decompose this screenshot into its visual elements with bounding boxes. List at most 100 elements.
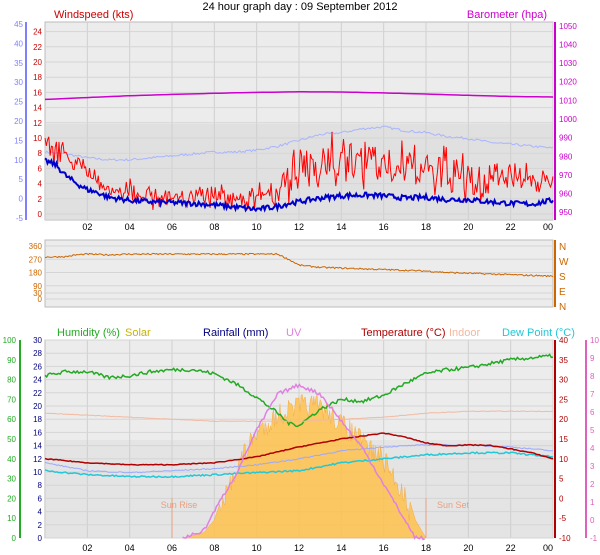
barometer-tick-label: 1040 [559,40,577,49]
legend-uv: UV [286,327,302,339]
x-tick-label: 02 [82,222,92,232]
humidity-tick-label: 90 [7,356,16,365]
x-tick-label: 12 [294,222,304,232]
temperature-tick-label: -5 [559,514,567,523]
rainfall-tick-label: 2 [38,521,43,530]
outer-left-tick-label: 5 [19,175,24,184]
uv-tick-label: 3 [590,462,595,471]
rainfall-tick-label: 24 [33,376,42,385]
uv-tick-label: 0 [590,516,595,525]
humidity-tick-label: 70 [7,395,16,404]
graph-title: 24 hour graph day : 09 September 2012 [202,1,397,13]
windspeed-axis-label: Windspeed (kts) [54,9,133,21]
temperature-tick-label: 0 [559,494,564,503]
x-tick-label: 18 [421,543,431,553]
humidity-tick-label: 30 [7,475,16,484]
windspeed-tick-label: 14 [33,104,42,113]
direction-tick-label: 180 [29,269,43,278]
rainfall-tick-label: 12 [33,455,42,464]
windspeed-tick-label: 12 [33,119,42,128]
rainfall-tick-label: 14 [33,442,42,451]
legend-rainfall: Rainfall (mm) [203,327,268,339]
uv-tick-label: 6 [590,408,595,417]
humidity-tick-label: 40 [7,455,16,464]
rainfall-tick-label: 6 [38,494,43,503]
panel-3-series [44,353,554,541]
panel-1-series [44,91,554,213]
panel-2-series [44,252,554,278]
panel-2-background [44,239,554,308]
legend-temperature: Temperature (°C) [361,327,445,339]
x-tick-label: 06 [167,543,177,553]
outer-left-tick-label: 20 [14,117,23,126]
barometer-tick-label: 1030 [559,59,577,68]
uv-tick-label: 5 [590,426,595,435]
compass-label: S [559,272,566,283]
temperature-tick-label: -10 [559,534,571,543]
barometer-line [44,91,554,101]
x-tick-label: 10 [252,543,262,553]
barometer-axis-label: Barometer (hpa) [467,9,547,21]
compass-label: W [559,257,569,268]
humidity-tick-label: 0 [12,534,17,543]
windspeed-tick-label: 6 [38,164,43,173]
x-tick-label: 14 [336,222,346,232]
x-tick-label: 14 [336,543,346,553]
windspeed-gust-line [44,131,554,210]
rainfall-tick-label: 22 [33,389,42,398]
outer-left-tick-label: 25 [14,98,23,107]
uv-line [182,382,425,541]
light-blue-trace [44,125,554,162]
barometer-tick-label: 1010 [559,96,577,105]
outer-left-tick-label: 15 [14,136,23,145]
temperature-tick-label: 15 [559,435,568,444]
uv-tick-label: 10 [590,336,599,345]
x-tick-label: 04 [125,222,135,232]
sunrise-label: Sun Rise [161,500,198,510]
barometer-tick-label: 990 [559,134,573,143]
barometer-tick-label: 980 [559,152,573,161]
direction-tick-label: 0 [38,295,43,304]
compass-label: N [559,302,566,313]
uv-tick-label: 7 [590,390,595,399]
rainfall-tick-label: 10 [33,468,42,477]
windspeed-tick-label: 20 [33,58,42,67]
barometer-tick-label: 1020 [559,78,577,87]
temperature-tick-label: 20 [559,415,568,424]
x-tick-label: 10 [252,222,262,232]
temperature-tick-label: 10 [559,455,568,464]
x-tick-label: 16 [379,222,389,232]
wind-direction-line [44,252,554,278]
uv-tick-label: 8 [590,372,595,381]
outer-left-tick-label: 0 [19,195,24,204]
temperature-tick-label: 35 [559,356,568,365]
x-tick-label: 02 [82,543,92,553]
panel-windspeed-barometer: 02 04 06 08 10 12 14 16 18 20 22 000246810121416182… [14,9,577,232]
panel-3-axes: 02 04 06 08 10 12 14 16 18 20 22 000246810121416182… [3,336,600,553]
x-tick-label: 12 [294,543,304,553]
temperature-line [44,432,554,466]
temperature-tick-label: 30 [559,376,568,385]
x-tick-label: 16 [379,543,389,553]
x-tick-label: 04 [125,543,135,553]
x-tick-label: 08 [209,222,219,232]
rainfall-tick-label: 26 [33,362,42,371]
x-tick-label: 22 [506,222,516,232]
windspeed-tick-label: 22 [33,43,42,52]
rainfall-tick-label: 20 [33,402,42,411]
rainfall-tick-label: 28 [33,349,42,358]
barometer-tick-label: 1050 [559,22,577,31]
direction-tick-label: 30 [33,289,42,298]
x-tick-label: 06 [167,222,177,232]
legend-indoor: Indoor [449,327,481,339]
x-tick-label: 00 [543,222,553,232]
windspeed-tick-label: 24 [33,28,42,37]
temperature-tick-label: 5 [559,475,564,484]
outer-left-tick-label: 45 [14,20,23,29]
uv-tick-label: -1 [590,534,598,543]
windspeed-tick-label: 18 [33,73,42,82]
barometer-tick-label: 970 [559,171,573,180]
